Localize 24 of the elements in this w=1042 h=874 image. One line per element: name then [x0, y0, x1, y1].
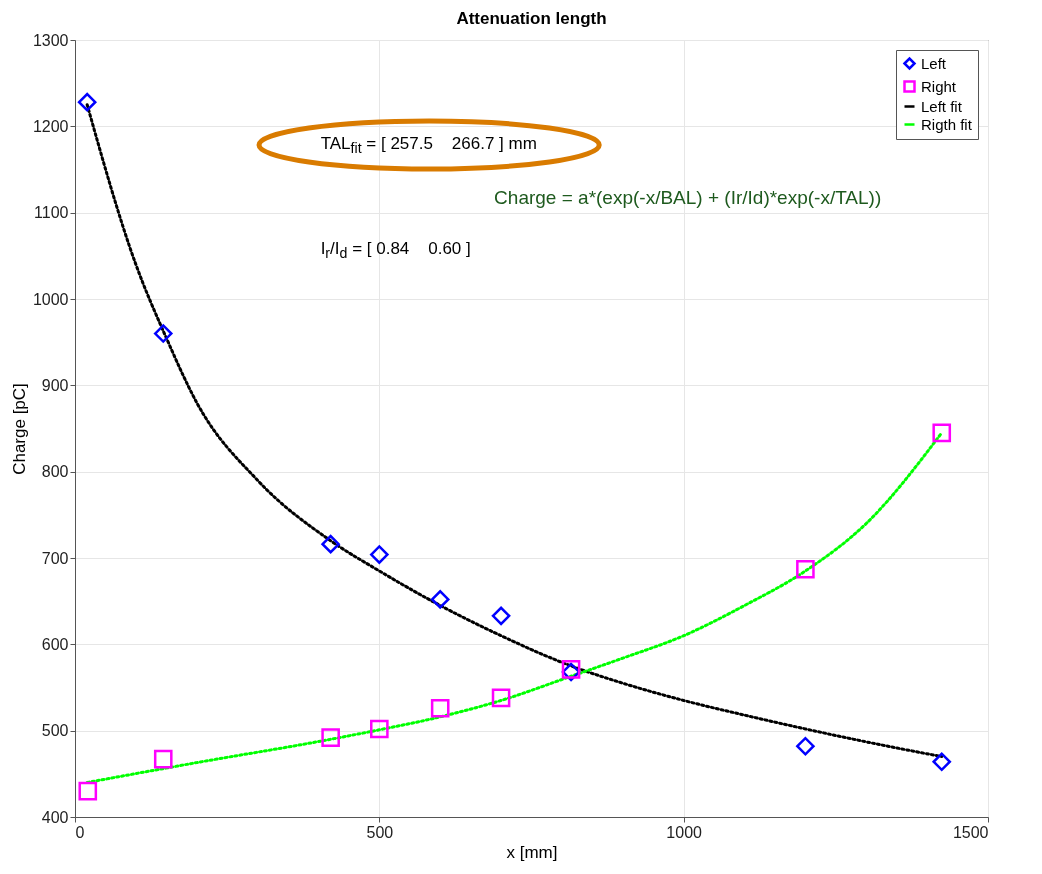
x-tick-label: 1000	[666, 823, 703, 841]
x-tick-label: 500	[366, 823, 394, 841]
legend-label: Right	[921, 77, 957, 95]
y-tick-label: 400	[41, 808, 69, 826]
legend-label: Left fit	[921, 97, 963, 115]
annotation: I$_{r}$/I$_{d}$ = [ 0.84 0.60 ]	[320, 238, 471, 262]
x-axis-title: x [mm]	[506, 842, 558, 862]
y-tick-label: 600	[41, 635, 69, 653]
x-tick-label: 0	[75, 823, 85, 841]
y-tick-label: 1200	[32, 117, 69, 135]
y-tick-label: 900	[41, 376, 69, 394]
y-tick-label: 800	[41, 463, 69, 481]
annotation: TAL$_{fit}$ = [ 257.5 266.7 ] mm	[320, 133, 537, 156]
chart-title: Attenuation length	[456, 9, 607, 28]
y-tick-label: 500	[41, 722, 69, 740]
legend-label: Left	[921, 54, 947, 72]
legend-label: Rigth fit	[921, 115, 973, 133]
y-tick-label: 1100	[34, 204, 69, 222]
x-tick-label: 1500	[952, 823, 989, 841]
annotation: Charge = a*(exp(-x/BAL) + (Ir/Id)*exp(-x/TAL))	[494, 187, 882, 210]
y-tick-label: 1300	[32, 31, 69, 49]
y-tick-label: 700	[41, 549, 69, 567]
y-axis-title: Charge [pC]	[9, 383, 29, 475]
y-tick-label: 1000	[32, 290, 69, 308]
